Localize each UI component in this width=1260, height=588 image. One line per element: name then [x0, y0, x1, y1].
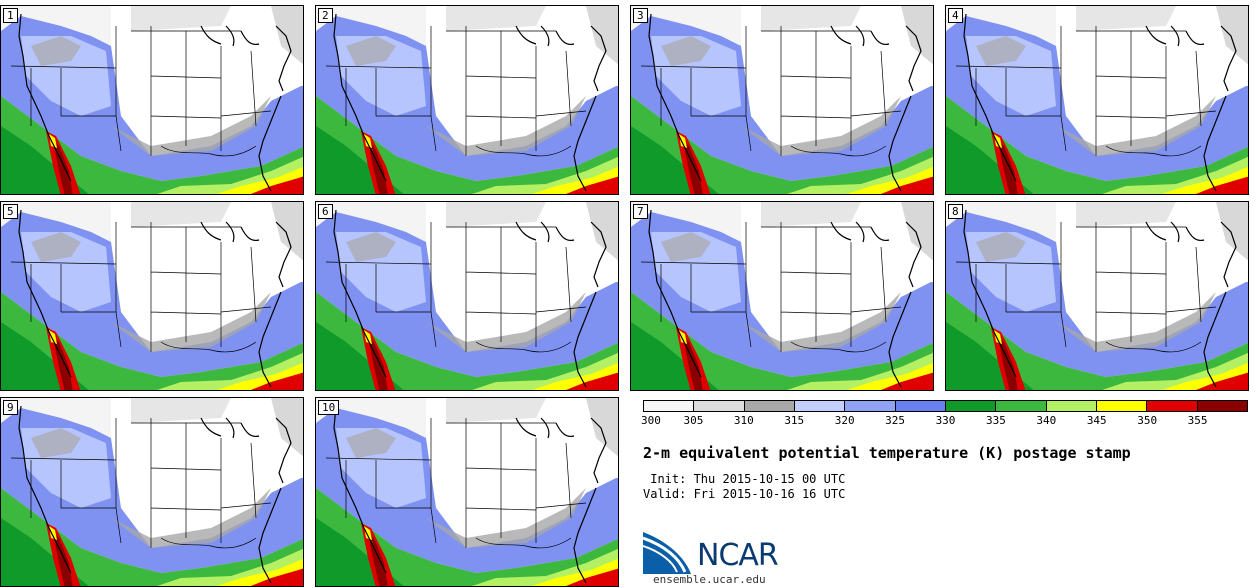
colorbar-cell — [945, 401, 997, 411]
us-map-icon — [946, 6, 1248, 194]
colorbar-tick-label: 310 — [733, 414, 754, 427]
colorbar — [643, 400, 1248, 412]
panel-number: 10 — [318, 400, 340, 415]
map-panel-6: 6 — [315, 201, 619, 391]
map-panel-4: 4 — [945, 5, 1249, 195]
panel-number: 5 — [3, 204, 18, 219]
colorbar-tick-label: 340 — [1036, 414, 1057, 427]
us-map-icon — [1, 202, 303, 390]
us-map-icon — [316, 202, 618, 390]
map-panel-1: 1 — [0, 5, 304, 195]
colorbar-tick-label: 305 — [683, 414, 704, 427]
colorbar-cell — [996, 401, 1047, 411]
colorbar-cell — [1096, 401, 1148, 411]
panel-number: 3 — [633, 8, 648, 23]
map-panel-2: 2 — [315, 5, 619, 195]
panel-number: 4 — [948, 8, 963, 23]
us-map-icon — [316, 398, 618, 586]
us-map-icon — [946, 202, 1248, 390]
colorbar-cell — [1147, 401, 1198, 411]
colorbar-tick-label: 330 — [935, 414, 956, 427]
colorbar-tick-label: 355 — [1187, 414, 1208, 427]
map-panel-8: 8 — [945, 201, 1249, 391]
map-panel-10: 10 — [315, 397, 619, 587]
colorbar-tick-label: 315 — [784, 414, 805, 427]
panel-number: 9 — [3, 400, 18, 415]
map-panel-9: 9 — [0, 397, 304, 587]
colorbar-tick-label: 335 — [985, 414, 1006, 427]
colorbar-ticks: 300 305 310 315 320 325 330 335 340 345 350 355 — [641, 414, 1248, 430]
colorbar-tick-label: 325 — [885, 414, 906, 427]
colorbar-cell — [644, 401, 695, 411]
colorbar-cell — [895, 401, 946, 411]
us-map-icon — [631, 6, 933, 194]
us-map-icon — [631, 202, 933, 390]
map-panel-5: 5 — [0, 201, 304, 391]
colorbar-cell — [1197, 401, 1247, 411]
colorbar-cell — [794, 401, 846, 411]
ncar-logo-text: NCAR — [697, 538, 779, 573]
panel-number: 8 — [948, 204, 963, 219]
website-url: ensemble.ucar.edu — [653, 573, 766, 586]
panel-number: 2 — [318, 8, 333, 23]
map-panel-3: 3 — [630, 5, 934, 195]
panel-number: 1 — [3, 8, 18, 23]
colorbar-cell — [845, 401, 896, 411]
colorbar-tick-label: 350 — [1137, 414, 1158, 427]
colorbar-tick-label: 320 — [834, 414, 855, 427]
valid-time: Valid: Fri 2015-10-16 16 UTC — [643, 487, 846, 501]
colorbar-tick-label: 345 — [1086, 414, 1107, 427]
figure-title: 2-m equivalent potential temperature (K)… — [643, 444, 1131, 462]
us-map-icon — [1, 398, 303, 586]
us-map-icon — [316, 6, 618, 194]
panel-number: 7 — [633, 204, 648, 219]
panel-number: 6 — [318, 204, 333, 219]
colorbar-cell — [1046, 401, 1097, 411]
ncar-logo-icon — [643, 532, 691, 574]
us-map-icon — [1, 6, 303, 194]
init-time: Init: Thu 2015-10-15 00 UTC — [643, 472, 846, 486]
colorbar-tick-label: 300 — [641, 414, 661, 427]
map-panel-7: 7 — [630, 201, 934, 391]
colorbar-cell — [744, 401, 795, 411]
colorbar-cell — [694, 401, 745, 411]
